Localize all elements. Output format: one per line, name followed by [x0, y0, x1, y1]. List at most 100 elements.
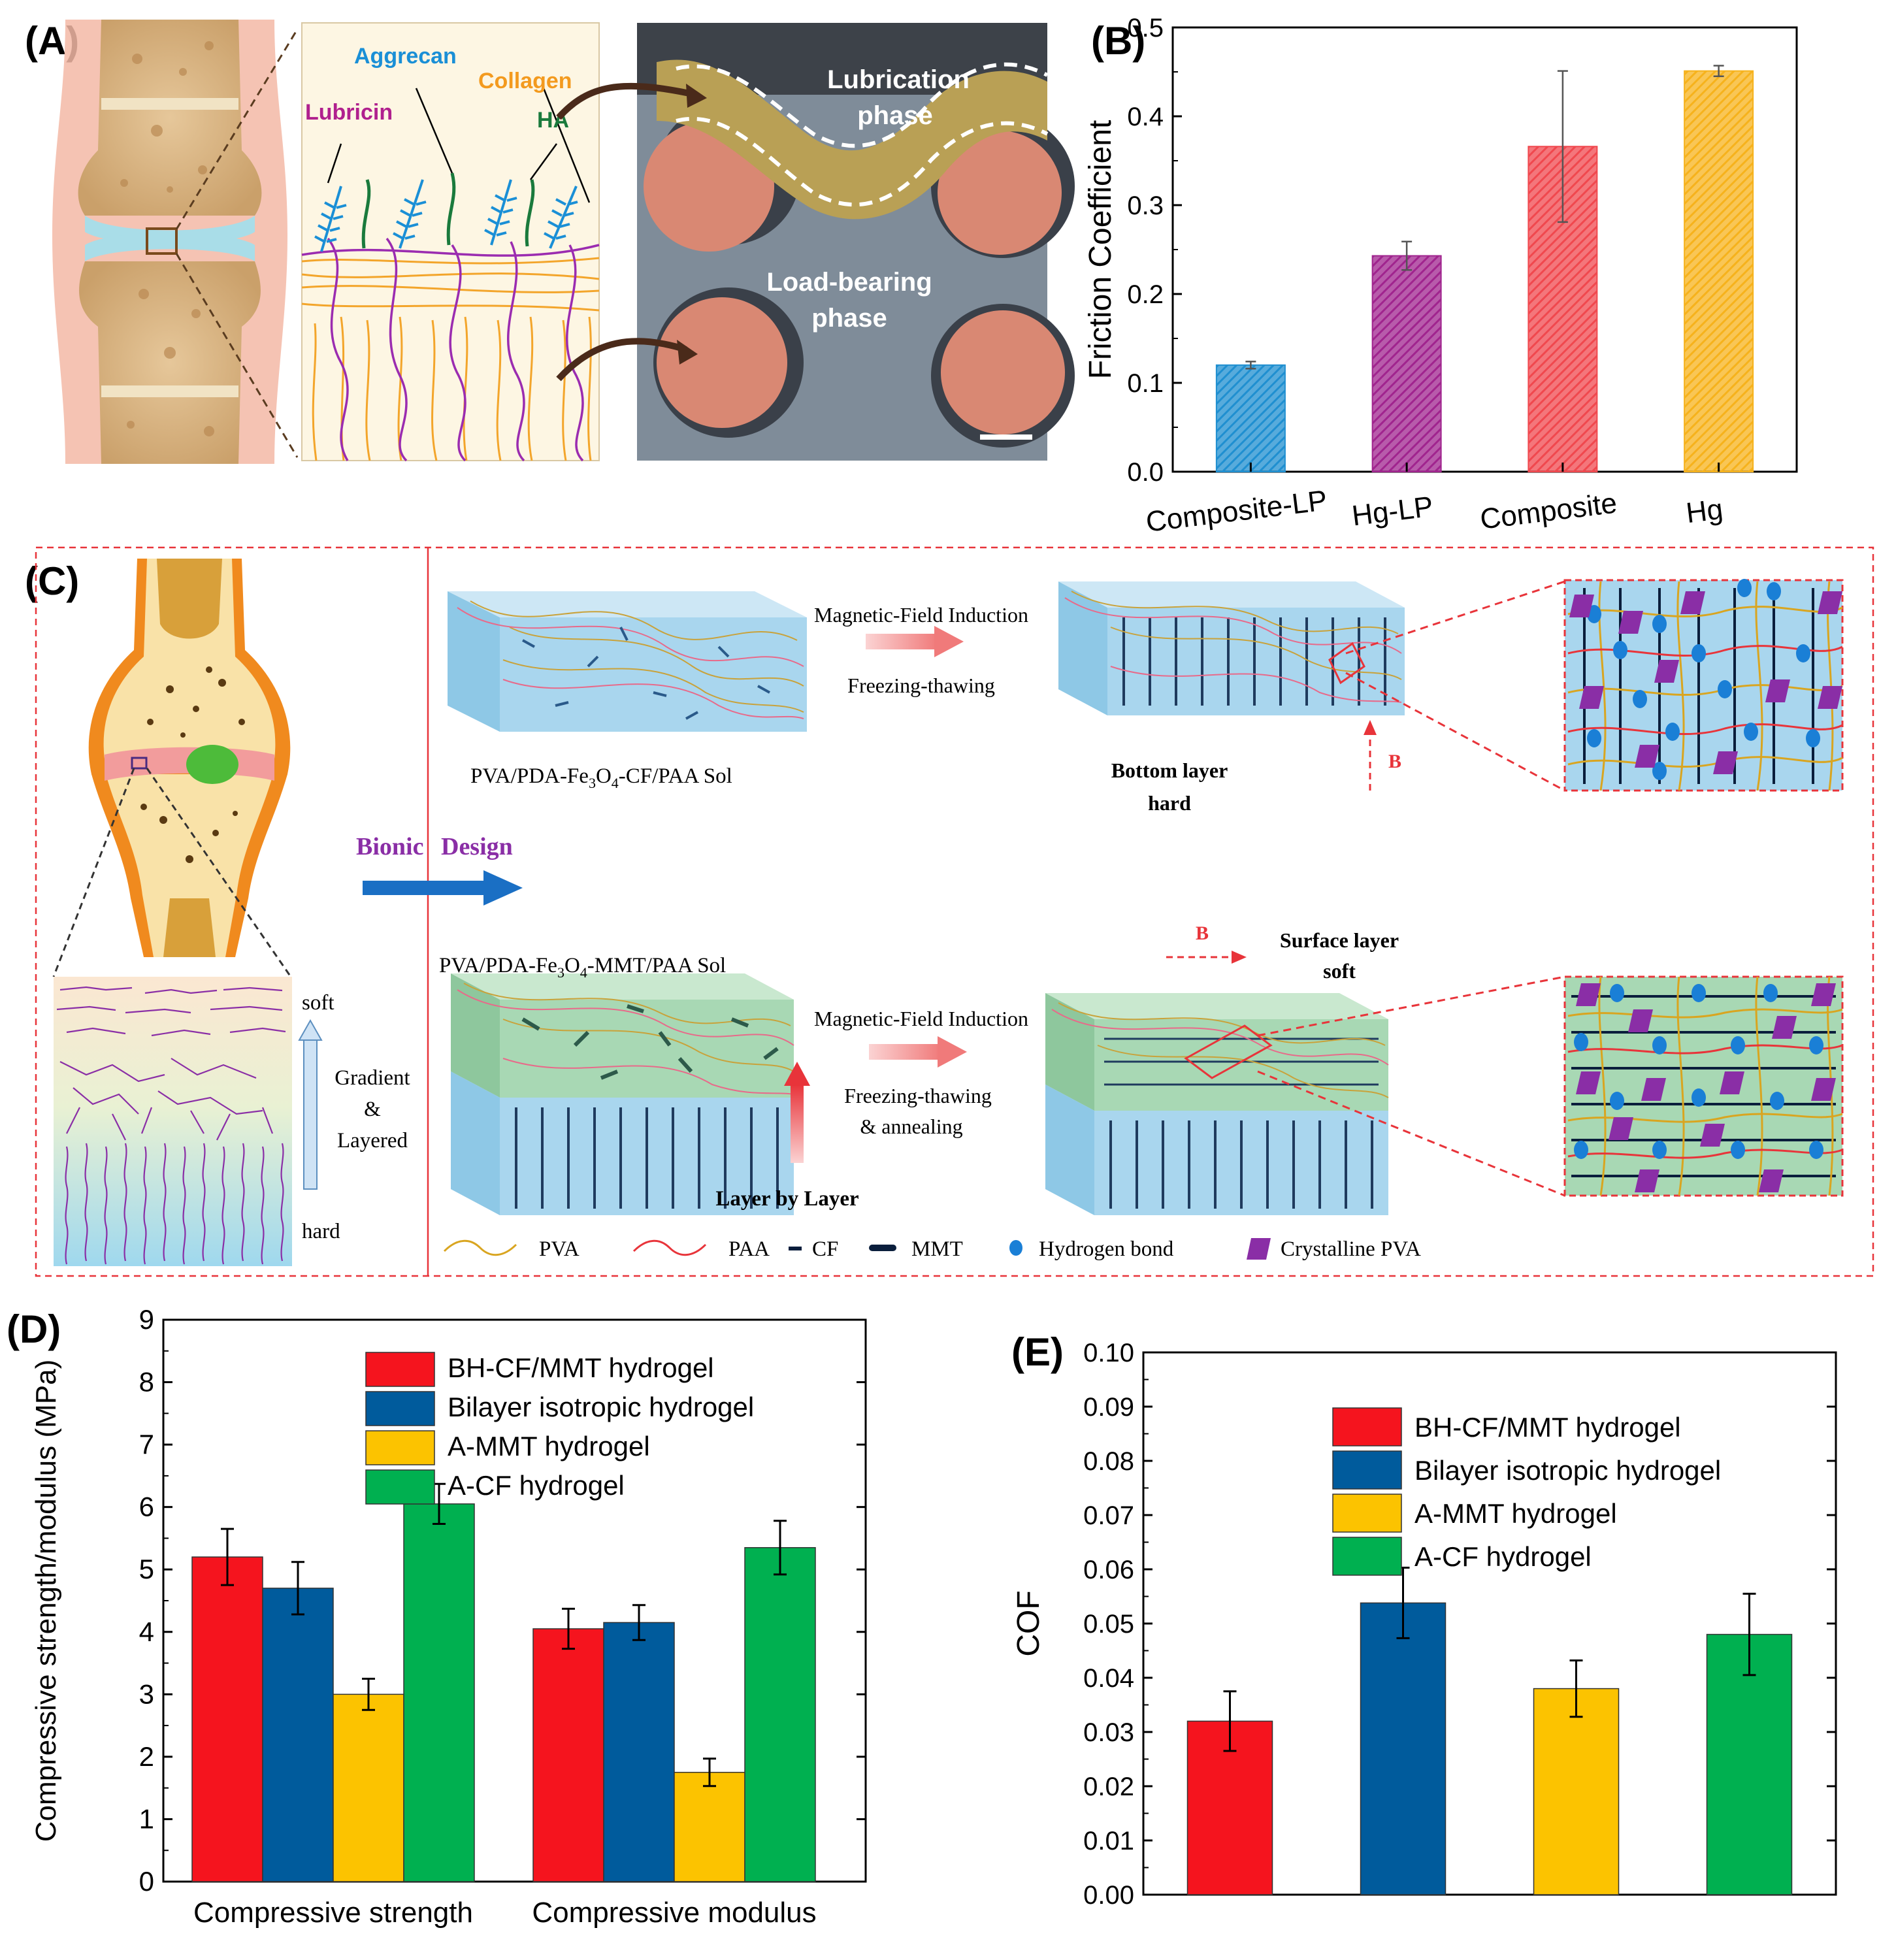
lubricin-label: Lubricin	[305, 100, 393, 125]
chart-d-bar	[403, 1503, 475, 1882]
panel-e-label: (E)	[1011, 1330, 1064, 1374]
bottom-layer-label-1: Bottom layer	[1111, 759, 1228, 782]
lubrication-phase-label-2: phase	[857, 101, 933, 130]
chart-d-xtick-label: Compressive modulus	[532, 1897, 816, 1929]
process-arrow-top-icon	[934, 626, 964, 657]
bottom-sol-prefix: PVA/PDA-Fe	[439, 954, 557, 977]
panel-c-knee-illustration	[88, 559, 291, 957]
chart-e-ytick-label: 0.01	[1083, 1827, 1134, 1855]
b-field-right-arrow-icon	[1232, 951, 1247, 964]
chart-e-ytick-label: 0.07	[1083, 1501, 1134, 1530]
legend-hbond-icon	[1009, 1240, 1022, 1256]
bottom-layer-label-2: hard	[1148, 791, 1191, 815]
top-sol-mid: O	[596, 764, 612, 788]
b-field-up-arrow-icon	[1364, 720, 1377, 735]
load-bearing-phase-label-1: Load-bearing	[766, 268, 932, 297]
chart-b-bar	[1371, 255, 1442, 472]
chart-e-ytick-label: 0.02	[1083, 1772, 1134, 1801]
gradient-label-1: Gradient	[335, 1066, 410, 1090]
chart-b-bar	[1215, 364, 1286, 472]
panel-c-process-schematic: PVA/PDA-Fe3O4-CF/PAA Sol Magnetic-Field …	[439, 579, 1844, 1261]
layer-by-layer-arrow-icon	[784, 1062, 810, 1086]
panel-c-frame	[35, 546, 1874, 1277]
b-field-bottom-label: B	[1196, 923, 1209, 944]
chart-e-ytick-label: 0.00	[1083, 1881, 1134, 1910]
chart-d-ytick-label: 0	[139, 1866, 154, 1897]
chart-d-bar	[191, 1556, 263, 1882]
chart-e-ytick-label: 0.06	[1083, 1556, 1134, 1584]
chart-e-legend-swatch	[1332, 1450, 1402, 1490]
chart-d-ytick-label: 9	[139, 1304, 154, 1335]
bionic-arrow-icon	[483, 870, 523, 906]
freeze-bottom-label-1: Freezing-thawing	[844, 1084, 992, 1107]
chart-d-legend-label: A-CF hydrogel	[448, 1470, 625, 1501]
chart-e-ytick-label: 0.10	[1083, 1339, 1134, 1367]
chart-d-ytick-label: 3	[139, 1678, 154, 1709]
chart-d-bar	[674, 1772, 745, 1882]
chart-e-ytick-label: 0.04	[1083, 1664, 1134, 1693]
legend-crystalline-label: Crystalline PVA	[1281, 1237, 1421, 1261]
legend-hbond-label: Hydrogen bond	[1039, 1237, 1174, 1261]
chart-e-legend-label: BH-CF/MMT hydrogel	[1414, 1412, 1681, 1443]
chart-b-xtick-label: Hg	[1684, 493, 1725, 529]
panel-c-gradient-annotations: soft hard Gradient & Layered Bionic Desi…	[298, 833, 523, 1243]
bottom-sol-suffix: -MMT/PAA Sol	[587, 954, 726, 977]
chart-e-ytick-label: 0.05	[1083, 1610, 1134, 1639]
chart-b-ylabel: Friction Coefficient	[1083, 120, 1118, 380]
chart-d-ytick-label: 5	[139, 1554, 154, 1584]
surface-layer-label-2: soft	[1323, 959, 1356, 983]
chart-e-legend-swatch	[1332, 1537, 1402, 1576]
panel-d-compressive-chart: 0 1 2 3 4 5 6 7 8 9 Compressive strength/modulus (…	[30, 1304, 867, 1929]
bottom-sol-sub1: 3	[557, 964, 564, 981]
hard-label: hard	[302, 1220, 340, 1243]
panel-c-zoom-lines	[52, 768, 292, 977]
chart-d-ylabel: Compressive strength/modulus (MPa)	[30, 1360, 62, 1842]
chart-d-bar	[532, 1628, 604, 1882]
mag-bottom-label: Magnetic-Field Induction	[814, 1007, 1028, 1030]
panel-a-cartilage-schematic: Aggrecan Collagen Lubricin HA	[301, 22, 600, 462]
layer-by-layer-label: Layer by Layer	[715, 1187, 858, 1211]
legend-pva-icon	[443, 1239, 517, 1256]
panel-a-joint-illustration	[52, 20, 287, 464]
chart-d-legend-swatch	[365, 1430, 435, 1465]
top-sol-suffix: -CF/PAA Sol	[619, 764, 732, 788]
chart-e-bar	[1360, 1602, 1447, 1895]
legend-pva-label: PVA	[539, 1237, 580, 1261]
chart-e-legend-label: A-MMT hydrogel	[1414, 1498, 1617, 1529]
chart-d-legend-label: A-MMT hydrogel	[448, 1431, 650, 1462]
chart-e-legend-label: A-CF hydrogel	[1414, 1541, 1592, 1572]
freeze-top-label: Freezing-thawing	[847, 674, 995, 697]
panel-a-sem-image: Lubrication phase Load-bearing phase	[637, 23, 1075, 461]
chart-e-bar	[1706, 1633, 1793, 1895]
mag-top-label: Magnetic-Field Induction	[814, 603, 1028, 627]
chart-b-ytick-label: 0.5	[1127, 14, 1164, 42]
panel-e-cof-chart: 0.00 0.01 0.02 0.03 0.04 0.05 0.06 0.07 0.08 0.09…	[1011, 1339, 1837, 1910]
chart-e-legend-label: Bilayer isotropic hydrogel	[1414, 1455, 1721, 1486]
chart-b-ytick-label: 0.1	[1127, 369, 1164, 398]
chart-b-ytick-label: 0.4	[1127, 103, 1164, 131]
top-sol-sub1: 3	[589, 775, 596, 791]
legend-crystalline-icon	[1247, 1238, 1271, 1260]
chart-d-bar	[603, 1622, 675, 1882]
chart-b-ytick-label: 0.3	[1127, 191, 1164, 220]
chart-d-ytick-label: 7	[139, 1429, 154, 1460]
chart-d-ytick-label: 8	[139, 1367, 154, 1397]
svg-text:PVA/PDA-Fe3O4-MMT/PAA Sol: PVA/PDA-Fe3O4-MMT/PAA Sol	[439, 954, 726, 981]
chart-e-bar	[1533, 1688, 1620, 1895]
chart-e-legend-swatch	[1332, 1407, 1402, 1446]
chart-e-ytick-label: 0.03	[1083, 1718, 1134, 1747]
top-sol-prefix: PVA/PDA-Fe	[470, 764, 589, 788]
chart-b-ytick-label: 0.0	[1127, 458, 1164, 487]
gradient-label-2: &	[364, 1098, 381, 1121]
chart-e-ylabel: COF	[1011, 1590, 1046, 1656]
collagen-label: Collagen	[478, 69, 572, 93]
panel-d-label: (D)	[7, 1307, 61, 1351]
chart-e-ytick-label: 0.08	[1083, 1447, 1134, 1476]
chart-d-bar	[744, 1547, 816, 1882]
chart-d-ytick-label: 2	[139, 1741, 154, 1772]
load-bearing-phase-label-2: phase	[811, 304, 887, 333]
process-arrow-bottom-icon	[938, 1036, 967, 1068]
chart-b-ytick-label: 0.2	[1127, 280, 1164, 309]
top-sol-sub2: 4	[612, 775, 619, 791]
